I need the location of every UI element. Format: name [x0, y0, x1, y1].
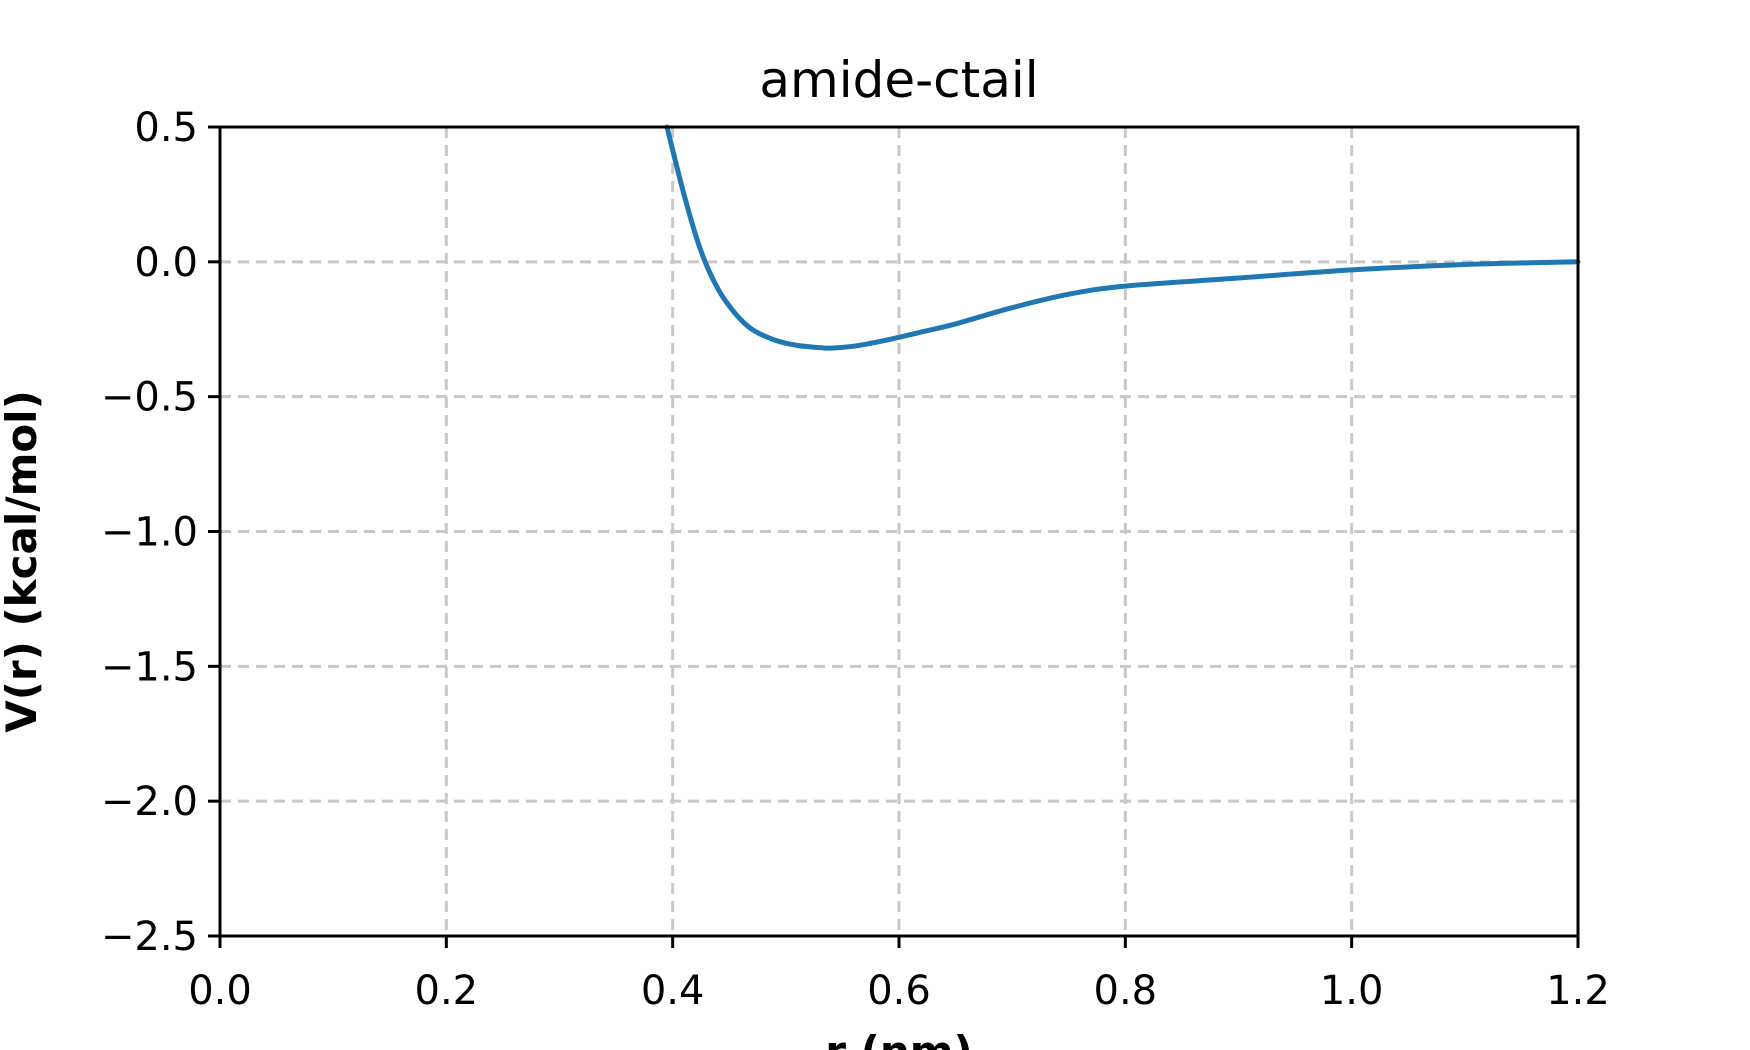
y-axis-label: V(r) (kcal/mol): [0, 390, 46, 733]
y-tick-label: −1.0: [101, 510, 198, 556]
x-tick-label: 0.2: [415, 968, 479, 1014]
x-tick-label: 1.2: [1546, 968, 1610, 1014]
x-tick-label: 0.0: [188, 968, 252, 1014]
ticks-layer: 0.0 0.2 0.4 0.6 0.8 1.0 1.2 0.5 0.0 −0.5 −1.0 −1.5 −…: [101, 105, 1610, 1014]
chart-title: amide-ctail: [759, 51, 1038, 109]
y-tick-label: −2.0: [101, 779, 198, 825]
y-tick-label: −0.5: [101, 375, 198, 421]
x-tick-label: 0.6: [867, 968, 931, 1014]
y-tick-label: 0.5: [134, 105, 198, 151]
x-tick-label: 1.0: [1320, 968, 1384, 1014]
y-tick-label: −1.5: [101, 644, 198, 690]
x-tick-label: 0.4: [641, 968, 705, 1014]
y-tick-label: 0.0: [134, 240, 198, 286]
x-axis-label: r (nm): [825, 1027, 972, 1050]
series-line: [664, 124, 1581, 351]
grid-layer: [218, 125, 1580, 938]
series-layer: [664, 124, 1581, 351]
y-tick-label: −2.5: [101, 914, 198, 960]
x-tick-label: 0.8: [1094, 968, 1158, 1014]
